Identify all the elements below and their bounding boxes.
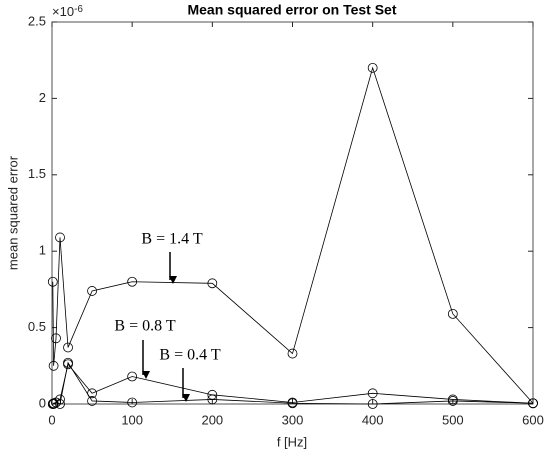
y-multiplier-base: ×10: [52, 4, 74, 19]
x-tick-label: 100: [121, 412, 143, 427]
point-marker: [287, 348, 298, 359]
point-marker: [51, 397, 61, 408]
point-marker: [51, 333, 61, 344]
x-tick-label: 500: [442, 412, 464, 427]
x-tick-label: 300: [282, 412, 304, 427]
x-tick-label: 400: [362, 412, 384, 427]
point-marker: [48, 360, 59, 371]
y-multiplier: ×10-6: [52, 4, 83, 20]
point-marker: [367, 388, 378, 399]
y-multiplier-exponent: -6: [74, 4, 83, 15]
point-marker: [528, 398, 538, 409]
point-marker: [87, 286, 97, 296]
point-marker: [63, 357, 73, 368]
point-marker: [367, 62, 378, 73]
x-axis-label: f [Hz]: [277, 434, 307, 449]
series-annotation: B = 0.8 T: [114, 318, 175, 335]
point-marker: [447, 308, 458, 319]
y-axis-label: mean squared error: [5, 155, 20, 270]
y-tick-label: 0: [39, 395, 46, 410]
series-annotation: B = 0.4 T: [159, 347, 220, 364]
point-marker: [87, 396, 97, 406]
point-marker: [287, 398, 298, 409]
point-marker: [47, 276, 58, 287]
point-marker: [127, 371, 138, 382]
point-marker: [207, 278, 218, 289]
y-tick-label: 0.5: [28, 319, 46, 334]
point-marker: [367, 399, 378, 409]
point-marker: [48, 399, 59, 409]
point-marker: [207, 394, 218, 405]
plot-frame: [51, 21, 534, 405]
point-marker: [63, 342, 73, 353]
x-tick-label: 200: [201, 412, 223, 427]
point-marker: [55, 232, 65, 243]
y-tick-label: 1: [39, 243, 46, 258]
y-tick-label: 2.5: [28, 13, 46, 28]
chart-title: Mean squared error on Test Set: [187, 2, 396, 18]
series-line: [52, 66, 534, 404]
series-annotation: B = 1.4 T: [141, 231, 202, 248]
x-tick-label: 600: [522, 412, 544, 427]
y-tick-label: 2: [39, 90, 46, 105]
y-tick-label: 1.5: [28, 166, 46, 181]
point-marker: [127, 276, 138, 287]
point-marker: [55, 399, 65, 409]
point-marker: [127, 397, 138, 408]
x-tick-label: 0: [48, 412, 55, 427]
point-marker: [447, 396, 458, 406]
